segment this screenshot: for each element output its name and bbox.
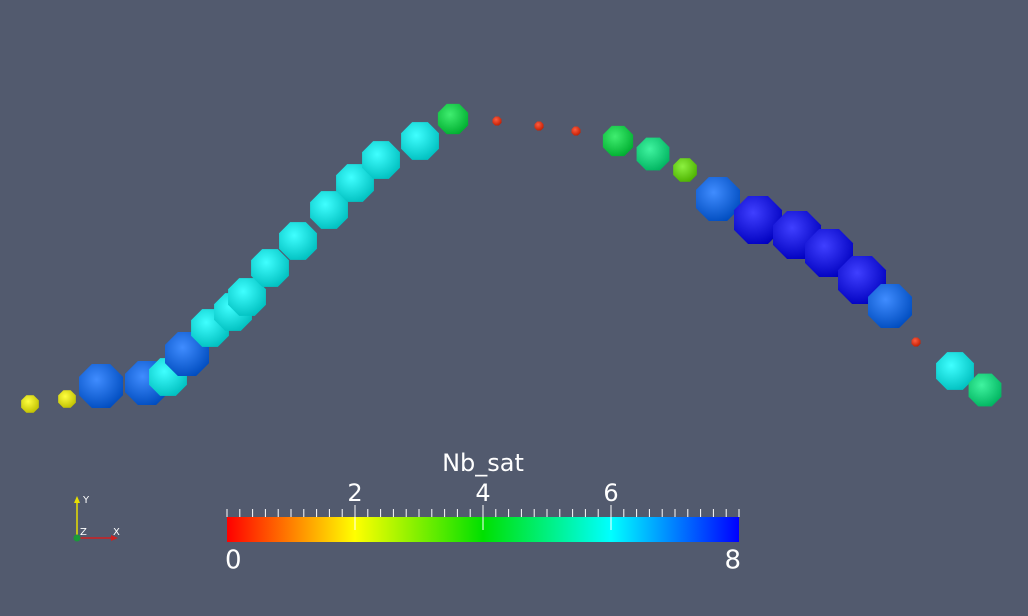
sphere-shade <box>228 278 266 316</box>
tick-label: 4 <box>475 479 490 507</box>
y-arrow <box>74 496 80 503</box>
sphere-shade <box>492 116 502 126</box>
tick-label: 2 <box>347 479 362 507</box>
sphere-shade <box>696 177 740 221</box>
x-arrow <box>111 535 118 541</box>
sphere-shade <box>58 390 76 408</box>
x-label: X <box>113 527 120 538</box>
sphere-shade <box>165 332 209 376</box>
sphere-shade <box>936 352 974 390</box>
orientation-axes: Y Z X <box>73 495 120 542</box>
sphere-shade <box>602 125 634 157</box>
sphere-shade <box>251 249 289 287</box>
color-legend: Nb_sat 2 4 6 0 8 <box>225 449 741 576</box>
sphere-shade <box>534 121 544 131</box>
sphere-shade <box>868 284 912 328</box>
range-max-label: 8 <box>724 546 741 576</box>
z-label: Z <box>80 527 87 538</box>
tick-label: 6 <box>603 479 618 507</box>
sphere-shade <box>362 141 400 179</box>
range-min-label: 0 <box>225 546 242 576</box>
sphere-shade <box>310 191 348 229</box>
sphere-shade <box>636 137 670 171</box>
y-label: Y <box>82 495 90 506</box>
sphere-shade <box>21 395 39 413</box>
sphere-shade <box>673 158 697 182</box>
sphere-shade <box>279 222 317 260</box>
sphere-shade <box>911 337 921 347</box>
sphere-shade <box>437 103 469 135</box>
sphere-shade <box>571 126 581 136</box>
legend-title: Nb_sat <box>442 449 524 477</box>
sphere-shade <box>968 373 1002 407</box>
sphere-shade <box>805 229 853 277</box>
sphere-shade <box>79 364 123 408</box>
sphere-shade <box>336 164 374 202</box>
sphere-shade <box>734 196 782 244</box>
sphere-shade <box>401 122 439 160</box>
glyphs <box>21 103 1002 413</box>
z-axis <box>73 534 81 542</box>
